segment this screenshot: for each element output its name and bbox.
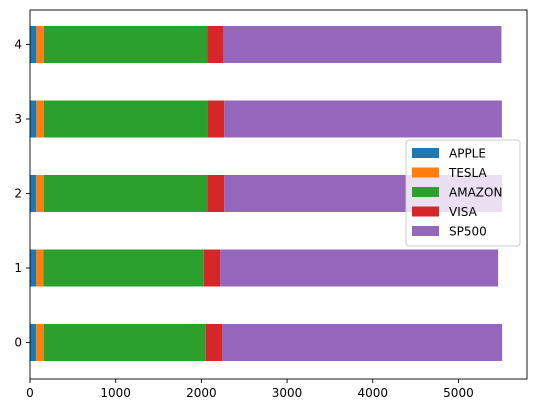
legend-label-tesla: TESLA bbox=[448, 166, 487, 180]
bar-visa-4 bbox=[207, 26, 224, 63]
bar-tesla-1 bbox=[35, 249, 44, 287]
x-tick-label: 0 bbox=[26, 386, 34, 400]
bar-sp500-4 bbox=[223, 26, 502, 63]
y-tick-label: 1 bbox=[14, 261, 22, 275]
bar-tesla-0 bbox=[36, 324, 44, 361]
bar-apple-4 bbox=[30, 26, 37, 63]
legend-box bbox=[405, 139, 521, 247]
y-tick-label: 3 bbox=[14, 112, 22, 126]
bar-apple-0 bbox=[30, 324, 37, 361]
bar-sp500-0 bbox=[222, 324, 503, 361]
bar-apple-3 bbox=[30, 100, 37, 138]
bar-sp500-3 bbox=[224, 100, 502, 138]
legend-label-amazon: AMAZON bbox=[449, 186, 502, 200]
legend-swatch-sp500 bbox=[412, 226, 439, 236]
bar-tesla-3 bbox=[36, 100, 44, 138]
bar-tesla-2 bbox=[36, 175, 44, 212]
legend: APPLE TESLA AMAZON VISA SP500 bbox=[405, 139, 521, 247]
bar-visa-0 bbox=[205, 324, 223, 361]
legend-swatch-apple bbox=[412, 148, 439, 158]
bar-amazon-0 bbox=[43, 324, 206, 361]
y-axis: 0 1 2 3 4 bbox=[14, 38, 30, 350]
legend-label-visa: VISA bbox=[449, 205, 478, 219]
y-tick-label: 2 bbox=[14, 187, 22, 201]
x-tick-label: 3000 bbox=[272, 386, 303, 400]
bar-visa-3 bbox=[207, 100, 225, 138]
bar-amazon-2 bbox=[43, 175, 208, 212]
bar-sp500-1 bbox=[220, 249, 499, 287]
legend-swatch-tesla bbox=[412, 167, 439, 178]
y-tick-label: 0 bbox=[14, 336, 22, 350]
legend-label-sp500: SP500 bbox=[449, 225, 487, 239]
bar-tesla-4 bbox=[36, 26, 44, 63]
y-tick-label: 4 bbox=[14, 38, 22, 52]
x-axis: 0 1000 2000 3000 4000 5000 bbox=[26, 379, 474, 400]
x-tick-label: 2000 bbox=[186, 386, 217, 400]
x-tick-label: 1000 bbox=[100, 386, 131, 400]
bar-apple-1 bbox=[30, 249, 36, 287]
legend-swatch-visa bbox=[412, 206, 439, 217]
bar-amazon-1 bbox=[43, 249, 204, 287]
bar-amazon-4 bbox=[43, 26, 208, 63]
bar-visa-1 bbox=[203, 249, 221, 287]
x-tick-label: 5000 bbox=[443, 386, 474, 400]
bar-apple-2 bbox=[30, 175, 37, 212]
bar-amazon-3 bbox=[43, 100, 208, 138]
legend-swatch-amazon bbox=[412, 187, 439, 197]
x-tick-label: 4000 bbox=[357, 386, 388, 400]
legend-label-apple: APPLE bbox=[449, 147, 486, 161]
plot-frame bbox=[29, 9, 528, 380]
bar-visa-2 bbox=[207, 175, 225, 212]
